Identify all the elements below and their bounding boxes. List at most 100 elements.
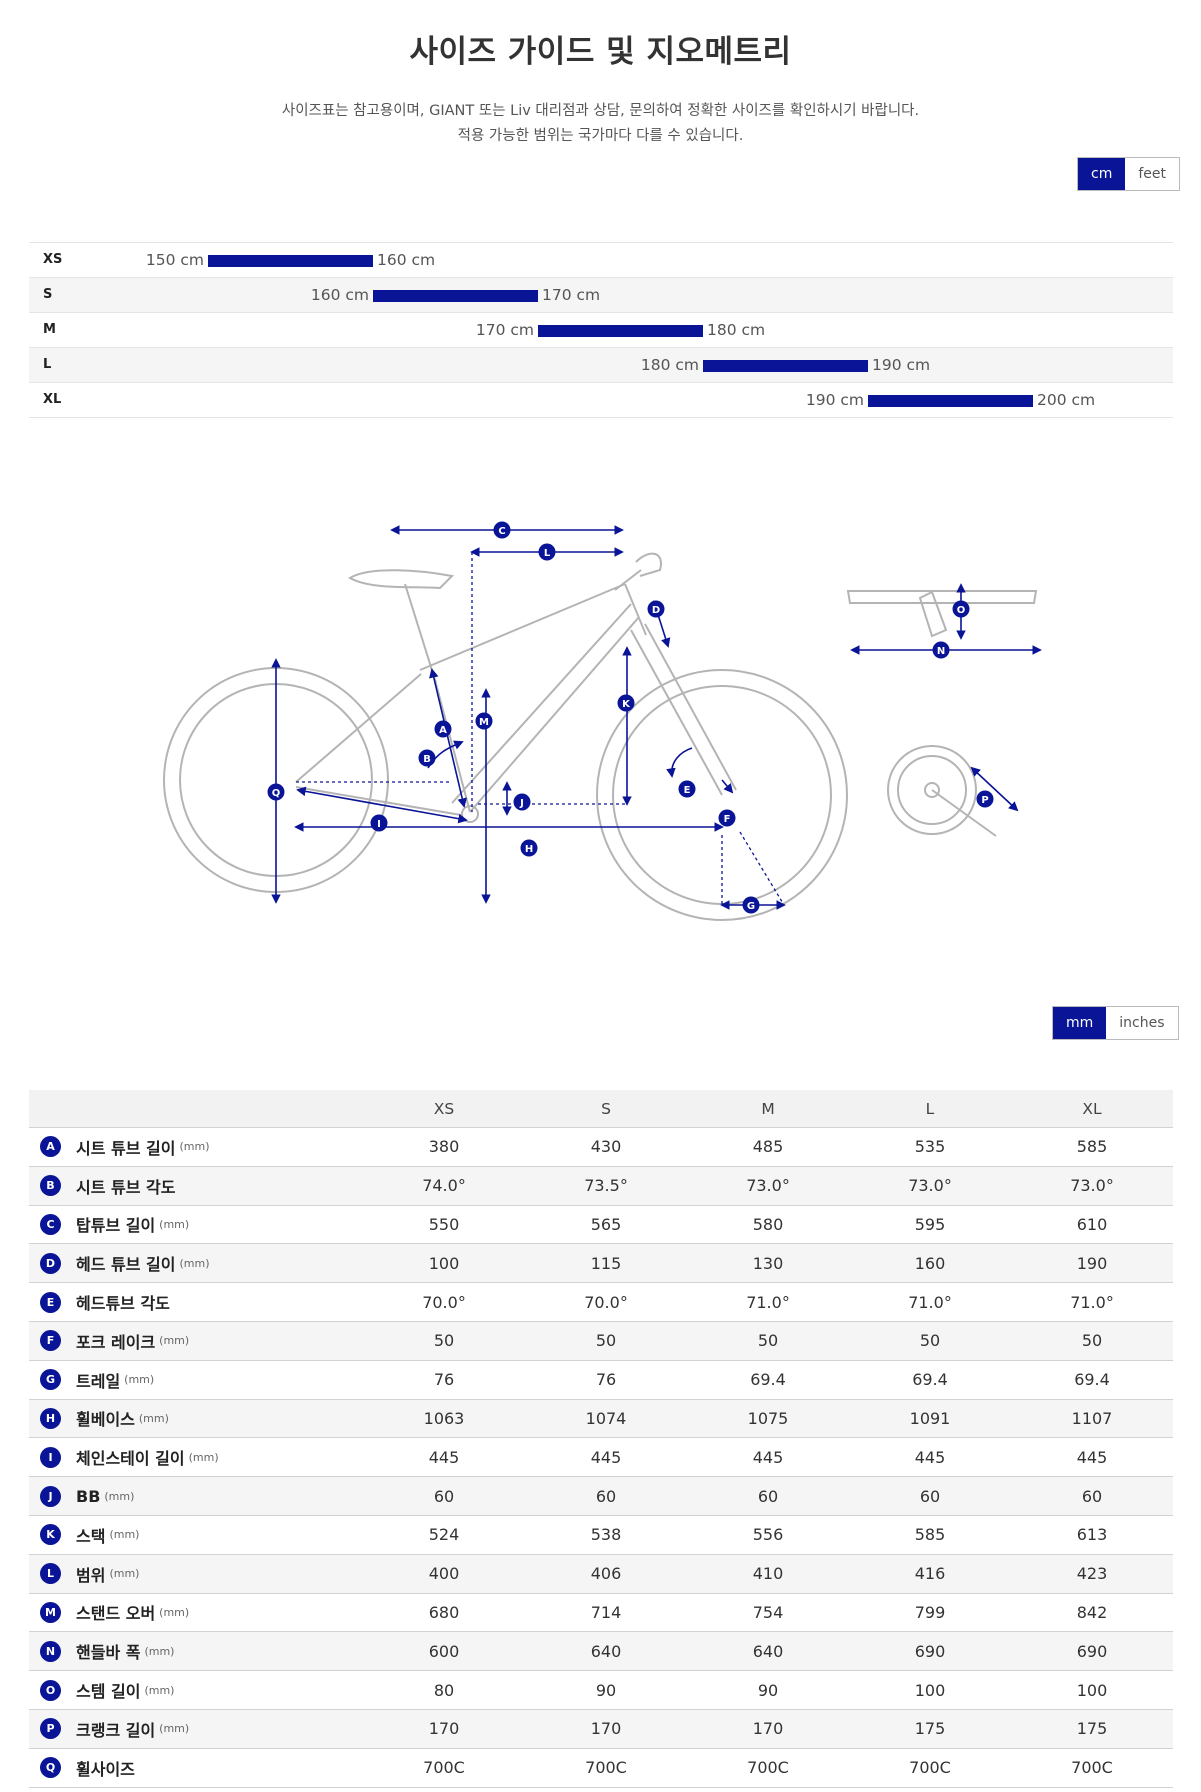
size-column-header: XS [363, 1090, 525, 1128]
dim-line-i [296, 786, 468, 824]
max-height-label: 180 cm [707, 321, 766, 339]
size-column-header: S [525, 1090, 687, 1128]
value-cell: 74.0° [363, 1166, 525, 1206]
fork-back [644, 623, 737, 791]
unit-cm-button[interactable]: cm [1078, 158, 1126, 190]
saddle [347, 569, 455, 590]
dimension-badge-a: A [434, 720, 452, 738]
value-cell: 700C [849, 1748, 1011, 1788]
min-height-label: 190 cm [805, 391, 864, 409]
param-unit: (mm) [138, 1411, 169, 1425]
crank-spindle [924, 782, 940, 798]
value-cell: 50 [1011, 1321, 1173, 1361]
param-name: BB [76, 1486, 101, 1506]
size-range-row: M 170 cm 180 cm [29, 313, 1173, 348]
geometry-row: C 탑튜브 길이 (mm) 550 565 580 595 610 [29, 1205, 1173, 1245]
max-height-label: 200 cm [1037, 391, 1096, 409]
head-tube [624, 583, 647, 636]
geometry-row: L 범위 (mm) 400 406 410 416 423 [29, 1554, 1173, 1594]
value-cell: 445 [687, 1437, 849, 1478]
param-letter-badge: H [40, 1407, 61, 1429]
param-cell: A 시트 튜브 길이 (mm) [29, 1127, 363, 1167]
value-cell: 445 [363, 1437, 525, 1478]
value-cell: 524 [363, 1515, 525, 1555]
size-label: XS [43, 252, 63, 267]
min-height-label: 150 cm [145, 251, 204, 269]
dimension-badge-h: H [520, 839, 538, 857]
param-letter-badge: Q [40, 1757, 61, 1779]
value-cell: 170 [687, 1709, 849, 1749]
value-cell: 416 [849, 1554, 1011, 1594]
svg-text:P: P [981, 795, 988, 806]
geometry-row: A 시트 튜브 길이 (mm) 380 430 485 535 585 [29, 1127, 1173, 1167]
value-cell: 700C [525, 1748, 687, 1788]
value-cell: 423 [1011, 1554, 1173, 1594]
value-cell: 610 [1011, 1205, 1173, 1245]
dim-line-f [721, 779, 734, 794]
dimension-badge-o: O [952, 600, 970, 618]
height-range-bar [868, 395, 1033, 407]
value-cell: 90 [687, 1670, 849, 1710]
dimension-badge-g: G [742, 896, 760, 914]
dimension-badge-j: J [513, 793, 531, 811]
value-cell: 76 [363, 1360, 525, 1400]
value-cell: 70.0° [363, 1282, 525, 1322]
param-name: 헤드튜브 각도 [76, 1294, 170, 1314]
value-cell: 73.0° [687, 1166, 849, 1206]
value-cell: 600 [363, 1631, 525, 1672]
param-unit: (mm) [159, 1334, 190, 1348]
param-name: 휠사이즈 [76, 1759, 135, 1779]
svg-text:C: C [498, 526, 505, 537]
geometry-unit-toggle: mm inches [1052, 1006, 1179, 1040]
geometry-row: B 시트 튜브 각도 74.0° 73.5° 73.0° 73.0° 73.0° [29, 1166, 1173, 1206]
value-cell: 69.4 [849, 1360, 1011, 1400]
value-cell: 60 [363, 1476, 525, 1516]
value-cell: 799 [849, 1593, 1011, 1633]
param-letter-badge: F [40, 1330, 61, 1352]
param-letter-badge: M [40, 1601, 61, 1623]
svg-text:B: B [423, 754, 431, 765]
value-cell: 71.0° [849, 1282, 1011, 1322]
value-cell: 585 [1011, 1127, 1173, 1167]
height-range-bar [373, 290, 538, 302]
max-height-label: 190 cm [872, 356, 931, 374]
param-cell: I 체인스테이 길이 (mm) [29, 1437, 363, 1478]
param-letter-badge: O [40, 1679, 61, 1701]
value-cell: 1075 [687, 1399, 849, 1439]
param-name: 크랭크 길이 [76, 1720, 156, 1740]
param-letter-badge: J [40, 1485, 61, 1507]
param-cell: J BB (mm) [29, 1476, 363, 1516]
param-name: 트레일 [76, 1371, 121, 1391]
param-name: 스템 길이 [76, 1682, 141, 1702]
size-label: M [43, 322, 56, 337]
value-cell: 170 [525, 1709, 687, 1749]
size-range-chart: XS 150 cm 160 cm S 160 cm 170 cm M 170 cm 180 cm… [29, 242, 1173, 418]
min-height-label: 160 cm [310, 286, 369, 304]
value-cell: 406 [525, 1554, 687, 1594]
value-cell: 410 [687, 1554, 849, 1594]
param-unit: (mm) [124, 1373, 155, 1387]
value-cell: 640 [525, 1631, 687, 1672]
value-cell: 80 [363, 1670, 525, 1710]
unit-inches-button[interactable]: inches [1106, 1007, 1178, 1039]
param-cell: M 스탠드 오버 (mm) [29, 1593, 363, 1633]
param-unit: (mm) [144, 1683, 175, 1697]
param-letter-badge: N [40, 1640, 61, 1662]
param-name: 체인스테이 길이 [76, 1449, 185, 1469]
dimension-badge-p: P [976, 790, 994, 808]
param-cell: Q 휠사이즈 [29, 1748, 363, 1788]
param-name: 핸들바 폭 [76, 1643, 141, 1663]
value-cell: 60 [687, 1476, 849, 1516]
value-cell: 538 [525, 1515, 687, 1555]
value-cell: 842 [1011, 1593, 1173, 1633]
unit-feet-button[interactable]: feet [1125, 158, 1179, 190]
size-column-header: XL [1011, 1090, 1173, 1128]
unit-mm-button[interactable]: mm [1053, 1007, 1107, 1039]
value-cell: 50 [849, 1321, 1011, 1361]
param-letter-badge: L [40, 1563, 61, 1585]
svg-text:A: A [439, 725, 447, 736]
param-cell: B 시트 튜브 각도 [29, 1166, 363, 1206]
dimension-badge-c: C [493, 521, 511, 539]
stem-top [918, 590, 948, 638]
param-name: 시트 튜브 각도 [76, 1177, 176, 1197]
